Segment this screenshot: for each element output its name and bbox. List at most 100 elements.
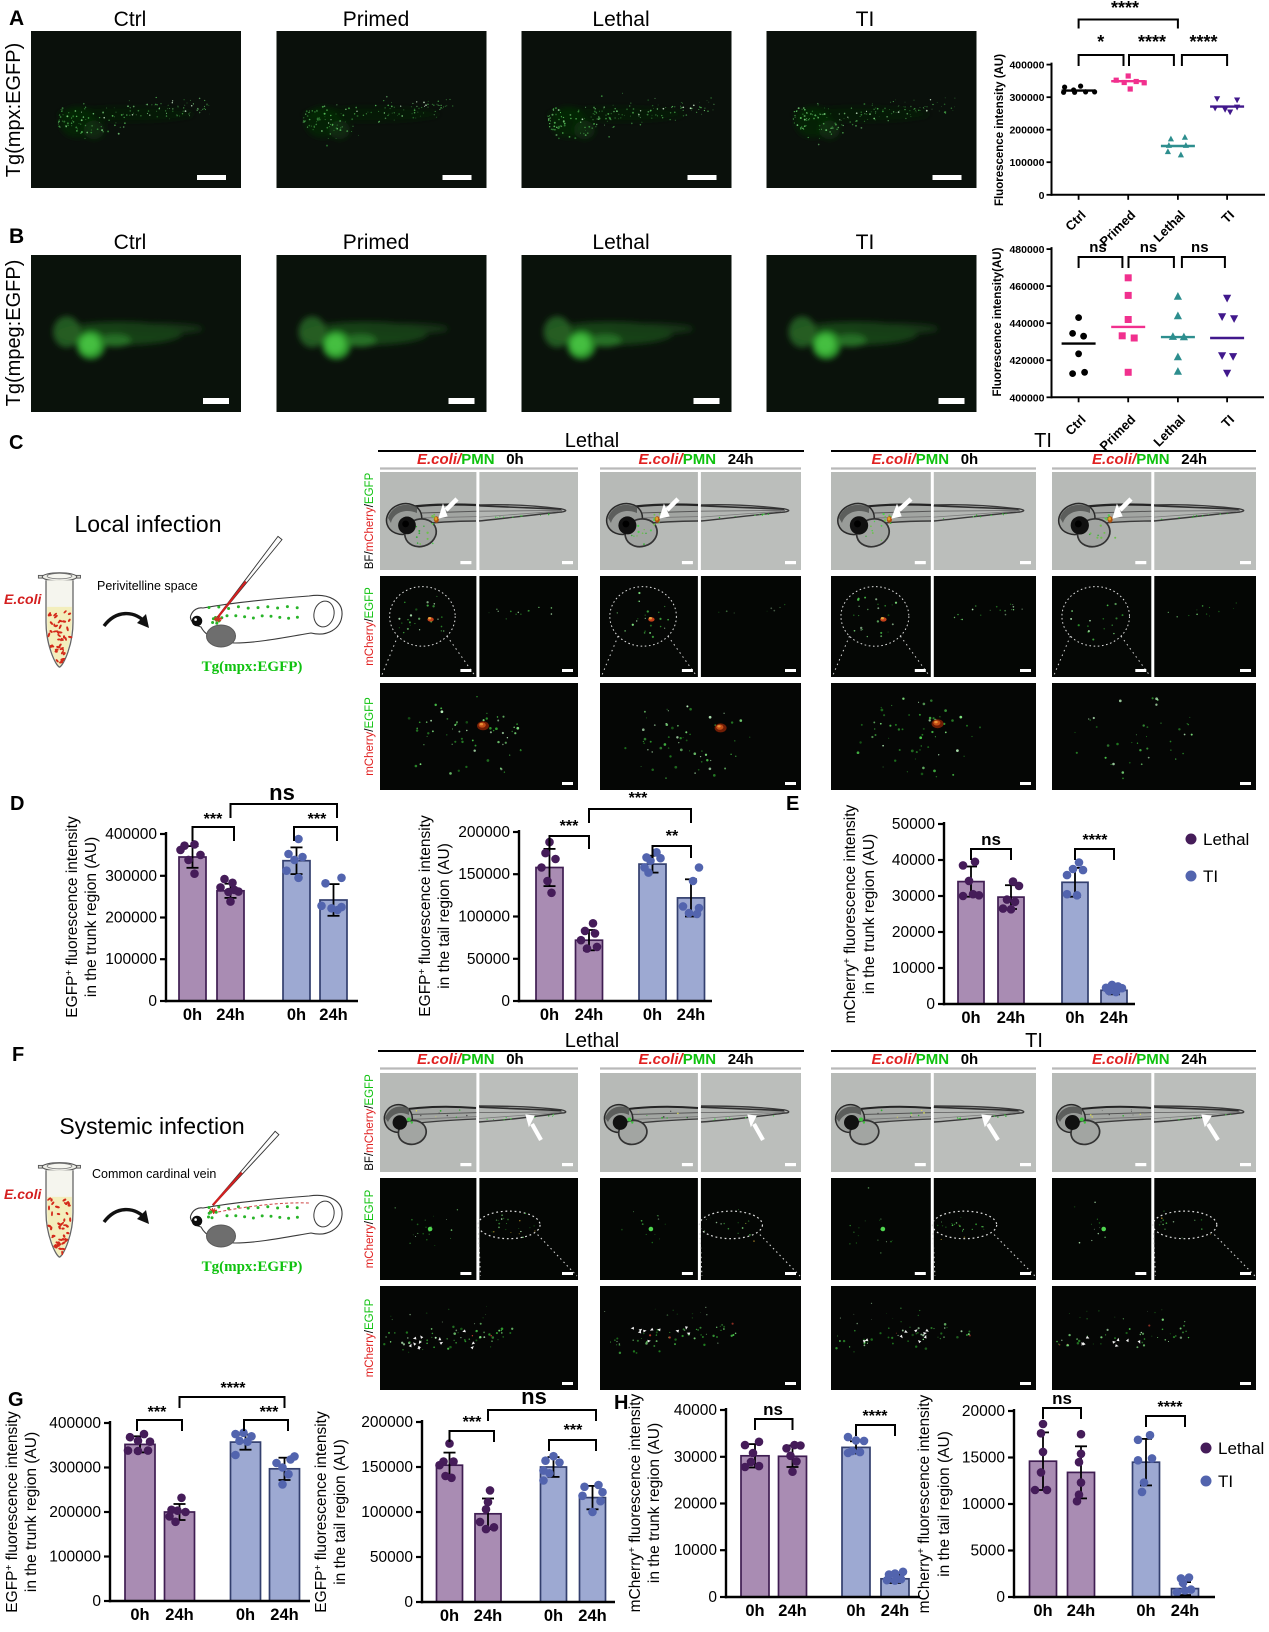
svg-text:Tg(mpx:EGFP): Tg(mpx:EGFP)	[3, 43, 25, 177]
svg-text:20000: 20000	[892, 924, 935, 941]
svg-text:E.coli/PMN 0h: E.coli/PMN 0h	[872, 1051, 979, 1068]
svg-text:150000: 150000	[458, 866, 510, 883]
svg-text:B: B	[9, 225, 24, 248]
svg-text:20000: 20000	[674, 1496, 717, 1513]
svg-text:24h: 24h	[997, 1009, 1025, 1027]
svg-text:Tg(mpx:EGFP): Tg(mpx:EGFP)	[202, 659, 303, 675]
svg-text:200000: 200000	[49, 1504, 101, 1521]
svg-text:24h: 24h	[270, 1606, 298, 1624]
svg-text:TI: TI	[1218, 1472, 1233, 1491]
svg-text:EGFP+ fluorescence intensity: EGFP+ fluorescence intensity	[417, 815, 435, 1017]
svg-text:400000: 400000	[1009, 392, 1044, 404]
svg-text:E.coli: E.coli	[4, 591, 42, 607]
svg-text:10000: 10000	[962, 1496, 1005, 1513]
svg-text:100000: 100000	[105, 951, 157, 968]
svg-text:20000: 20000	[962, 1403, 1005, 1420]
svg-text:ns: ns	[763, 1400, 783, 1419]
svg-text:200000: 200000	[1009, 125, 1044, 137]
svg-text:150000: 150000	[361, 1459, 413, 1476]
svg-text:TI: TI	[1034, 430, 1052, 452]
svg-text:400000: 400000	[105, 826, 157, 843]
svg-text:***: ***	[148, 1404, 167, 1421]
svg-text:ns: ns	[521, 1384, 547, 1409]
svg-text:Lethal: Lethal	[592, 231, 649, 254]
svg-text:mCherry+ fluorescence intensit: mCherry+ fluorescence intensity	[627, 1393, 645, 1612]
svg-text:100000: 100000	[1009, 157, 1044, 169]
svg-text:E.coli/PMN 24h: E.coli/PMN 24h	[1092, 451, 1207, 468]
svg-text:24h: 24h	[677, 1006, 705, 1024]
svg-text:H: H	[614, 1392, 628, 1414]
svg-text:0h: 0h	[183, 1006, 202, 1024]
svg-text:D: D	[10, 793, 24, 815]
svg-text:Lethal: Lethal	[565, 430, 620, 452]
svg-text:30000: 30000	[892, 888, 935, 905]
svg-text:Lethal: Lethal	[1203, 830, 1249, 849]
svg-text:C: C	[9, 432, 23, 454]
svg-text:40000: 40000	[674, 1402, 717, 1419]
svg-text:mCherry/EGFP: mCherry/EGFP	[364, 1298, 376, 1377]
svg-text:0: 0	[148, 993, 157, 1010]
svg-text:0: 0	[926, 996, 935, 1013]
svg-text:0h: 0h	[544, 1607, 563, 1625]
svg-text:EGFP+ fluorescence intensity: EGFP+ fluorescence intensity	[64, 816, 82, 1018]
svg-text:420000: 420000	[1009, 355, 1044, 367]
svg-text:24h: 24h	[1171, 1602, 1199, 1620]
svg-text:G: G	[8, 1389, 24, 1411]
svg-text:****: ****	[1138, 32, 1166, 52]
svg-text:15000: 15000	[962, 1450, 1005, 1467]
svg-text:400000: 400000	[1009, 60, 1044, 72]
svg-text:ns: ns	[1089, 239, 1107, 256]
svg-text:***: ***	[260, 1404, 279, 1421]
svg-text:Systemic infection: Systemic infection	[59, 1113, 244, 1139]
svg-text:24h: 24h	[165, 1606, 193, 1624]
svg-text:0: 0	[1039, 190, 1045, 202]
svg-text:480000: 480000	[1009, 244, 1044, 256]
svg-text:0h: 0h	[1065, 1009, 1084, 1027]
svg-text:24h: 24h	[575, 1006, 603, 1024]
svg-text:TI: TI	[1025, 1030, 1043, 1052]
svg-text:E.coli/PMN 0h: E.coli/PMN 0h	[872, 451, 979, 468]
svg-text:E: E	[786, 793, 799, 815]
svg-text:mCherry/EGFP: mCherry/EGFP	[364, 1189, 376, 1268]
svg-text:mCherry+ fluorescence intensit: mCherry+ fluorescence intensity	[916, 1394, 934, 1613]
svg-text:0h: 0h	[643, 1006, 662, 1024]
svg-text:0h: 0h	[440, 1607, 459, 1625]
svg-text:EGFP+ fluorescence intensity: EGFP+ fluorescence intensity	[4, 1411, 22, 1613]
svg-text:E.coli/PMN 24h: E.coli/PMN 24h	[639, 1051, 754, 1068]
svg-text:in the tail region (AU): in the tail region (AU)	[436, 843, 453, 989]
svg-text:24h: 24h	[474, 1607, 502, 1625]
svg-text:24h: 24h	[778, 1602, 806, 1620]
svg-text:**: **	[666, 828, 679, 845]
svg-text:200000: 200000	[458, 824, 510, 841]
svg-text:Fluorescence intensity(AU): Fluorescence intensity(AU)	[992, 247, 1004, 396]
svg-text:50000: 50000	[892, 816, 935, 833]
svg-text:***: ***	[564, 1422, 583, 1439]
svg-text:Tg(mpeg:EGFP): Tg(mpeg:EGFP)	[3, 260, 25, 407]
svg-text:ns: ns	[1191, 239, 1209, 256]
svg-text:Local infection: Local infection	[74, 511, 221, 537]
svg-text:24h: 24h	[216, 1006, 244, 1024]
svg-text:EGFP+ fluorescence intensity: EGFP+ fluorescence intensity	[313, 1411, 331, 1613]
svg-text:0: 0	[501, 993, 510, 1010]
svg-text:10000: 10000	[892, 960, 935, 977]
svg-text:0h: 0h	[1136, 1602, 1155, 1620]
svg-text:E.coli/PMN 24h: E.coli/PMN 24h	[1092, 1051, 1207, 1068]
svg-text:****: ****	[863, 1408, 889, 1425]
svg-text:100000: 100000	[361, 1504, 413, 1521]
svg-text:0: 0	[708, 1589, 717, 1606]
svg-text:460000: 460000	[1009, 281, 1044, 293]
svg-text:100000: 100000	[49, 1549, 101, 1566]
svg-text:ns: ns	[269, 780, 295, 805]
svg-text:****: ****	[1158, 1399, 1184, 1416]
svg-text:50000: 50000	[467, 951, 510, 968]
svg-text:TI: TI	[856, 8, 875, 31]
svg-text:E.coli: E.coli	[4, 1186, 42, 1202]
svg-text:0h: 0h	[961, 1009, 980, 1027]
svg-text:Ctrl: Ctrl	[114, 8, 147, 31]
svg-text:0h: 0h	[540, 1006, 559, 1024]
svg-text:300000: 300000	[49, 1460, 101, 1477]
svg-text:****: ****	[221, 1380, 247, 1397]
svg-text:30000: 30000	[674, 1449, 717, 1466]
svg-text:0h: 0h	[236, 1606, 255, 1624]
svg-text:***: ***	[629, 790, 648, 807]
